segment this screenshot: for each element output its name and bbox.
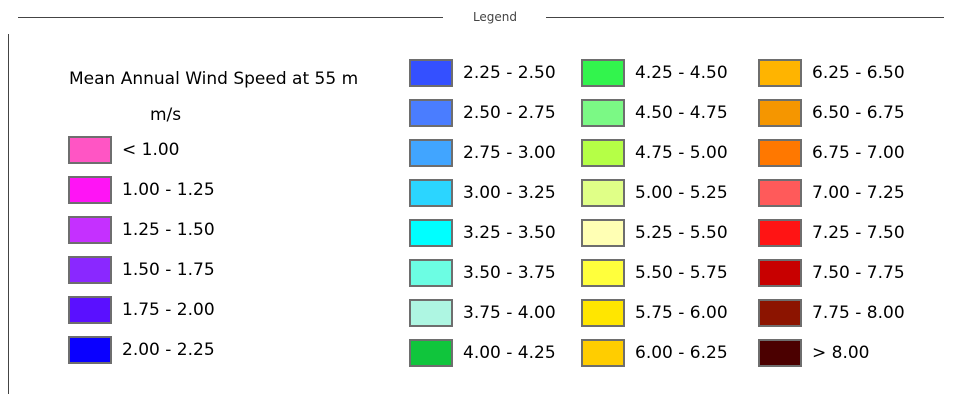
legend-entry: 5.25 - 5.50 [581,217,728,249]
legend-entry-label: 2.25 - 2.50 [463,63,556,83]
legend-entry-label: 5.50 - 5.75 [635,263,728,283]
legend-swatch [409,179,453,207]
legend-entry: 6.25 - 6.50 [758,57,905,89]
legend-entry-label: 7.00 - 7.25 [812,183,905,203]
legend-entry-label: 5.75 - 6.00 [635,303,728,323]
legend-swatch [758,99,802,127]
legend-entry-label: 6.75 - 7.00 [812,143,905,163]
legend-entry-label: 5.00 - 5.25 [635,183,728,203]
legend-swatch [581,339,625,367]
legend-entry-label: 7.75 - 8.00 [812,303,905,323]
legend-entry: 4.00 - 4.25 [409,337,556,369]
legend-swatch [581,179,625,207]
legend-top-border-right [546,17,944,18]
legend-entry-label: 1.50 - 1.75 [122,260,215,280]
legend-entry: 3.00 - 3.25 [409,177,556,209]
legend-entry: 2.50 - 2.75 [409,97,556,129]
legend-entry: 6.50 - 6.75 [758,97,905,129]
legend-swatch [68,296,112,324]
legend-swatch [758,299,802,327]
legend-unit-label: m/s [150,105,182,125]
legend-entry-label: 4.00 - 4.25 [463,343,556,363]
legend-entry: 2.00 - 2.25 [68,334,215,366]
legend-left-border [8,34,9,394]
legend-entry: 5.75 - 6.00 [581,297,728,329]
legend-entry: 3.25 - 3.50 [409,217,556,249]
legend-swatch [758,179,802,207]
legend-swatch [409,299,453,327]
legend-entry-label: < 1.00 [122,140,180,160]
legend-entry-label: 1.00 - 1.25 [122,180,215,200]
legend-swatch [758,139,802,167]
legend-entry: 7.50 - 7.75 [758,257,905,289]
legend-swatch [581,299,625,327]
legend-entry: 1.00 - 1.25 [68,174,215,206]
legend-entry: 7.00 - 7.25 [758,177,905,209]
legend-swatch [409,339,453,367]
legend-entry: 5.00 - 5.25 [581,177,728,209]
legend-entry-label: 7.25 - 7.50 [812,223,905,243]
legend-entry-label: 4.75 - 5.00 [635,143,728,163]
legend-entry: 3.50 - 3.75 [409,257,556,289]
legend-swatch [68,256,112,284]
legend-entry-label: > 8.00 [812,343,870,363]
legend-entry-label: 3.00 - 3.25 [463,183,556,203]
legend-swatch [409,259,453,287]
legend-swatch [409,99,453,127]
legend-entry: 5.50 - 5.75 [581,257,728,289]
legend-swatch [68,176,112,204]
legend-swatch [581,219,625,247]
legend-entry: > 8.00 [758,337,870,369]
legend-entry: 2.75 - 3.00 [409,137,556,169]
legend-swatch [409,139,453,167]
legend-entry-label: 5.25 - 5.50 [635,223,728,243]
legend-entry-label: 4.25 - 4.50 [635,63,728,83]
legend-entry: 2.25 - 2.50 [409,57,556,89]
legend-entry-label: 6.25 - 6.50 [812,63,905,83]
legend-swatch [581,259,625,287]
legend-entry-label: 1.75 - 2.00 [122,300,215,320]
legend-entry-label: 4.50 - 4.75 [635,103,728,123]
legend-swatch [758,339,802,367]
legend-swatch [68,336,112,364]
legend-entry-label: 6.00 - 6.25 [635,343,728,363]
legend-caption: Legend [472,10,518,24]
legend-swatch [581,59,625,87]
legend-entry: 1.25 - 1.50 [68,214,215,246]
legend-entry: < 1.00 [68,134,180,166]
legend-swatch [581,99,625,127]
legend-entry-label: 3.25 - 3.50 [463,223,556,243]
legend-entry: 4.50 - 4.75 [581,97,728,129]
legend-entry: 1.50 - 1.75 [68,254,215,286]
legend-entry: 3.75 - 4.00 [409,297,556,329]
legend-entry: 7.75 - 8.00 [758,297,905,329]
legend-entry-label: 2.75 - 3.00 [463,143,556,163]
legend-entry: 7.25 - 7.50 [758,217,905,249]
legend-entry: 6.75 - 7.00 [758,137,905,169]
legend-swatch [409,59,453,87]
legend-entry-label: 3.75 - 4.00 [463,303,556,323]
legend-top-border-left [18,17,443,18]
legend-swatch [409,219,453,247]
legend-entry-label: 2.50 - 2.75 [463,103,556,123]
legend-entry-label: 3.50 - 3.75 [463,263,556,283]
legend-entry: 6.00 - 6.25 [581,337,728,369]
legend-entry-label: 6.50 - 6.75 [812,103,905,123]
legend-layer-title: Mean Annual Wind Speed at 55 m [69,69,359,89]
legend-entry: 4.75 - 5.00 [581,137,728,169]
legend-entry-label: 1.25 - 1.50 [122,220,215,240]
legend-swatch [758,259,802,287]
legend-entry: 1.75 - 2.00 [68,294,215,326]
legend-swatch [581,139,625,167]
legend-entry: 4.25 - 4.50 [581,57,728,89]
legend-entry-label: 2.00 - 2.25 [122,340,215,360]
legend-swatch [68,136,112,164]
legend-entry-label: 7.50 - 7.75 [812,263,905,283]
legend-swatch [758,219,802,247]
legend-swatch [758,59,802,87]
legend-swatch [68,216,112,244]
